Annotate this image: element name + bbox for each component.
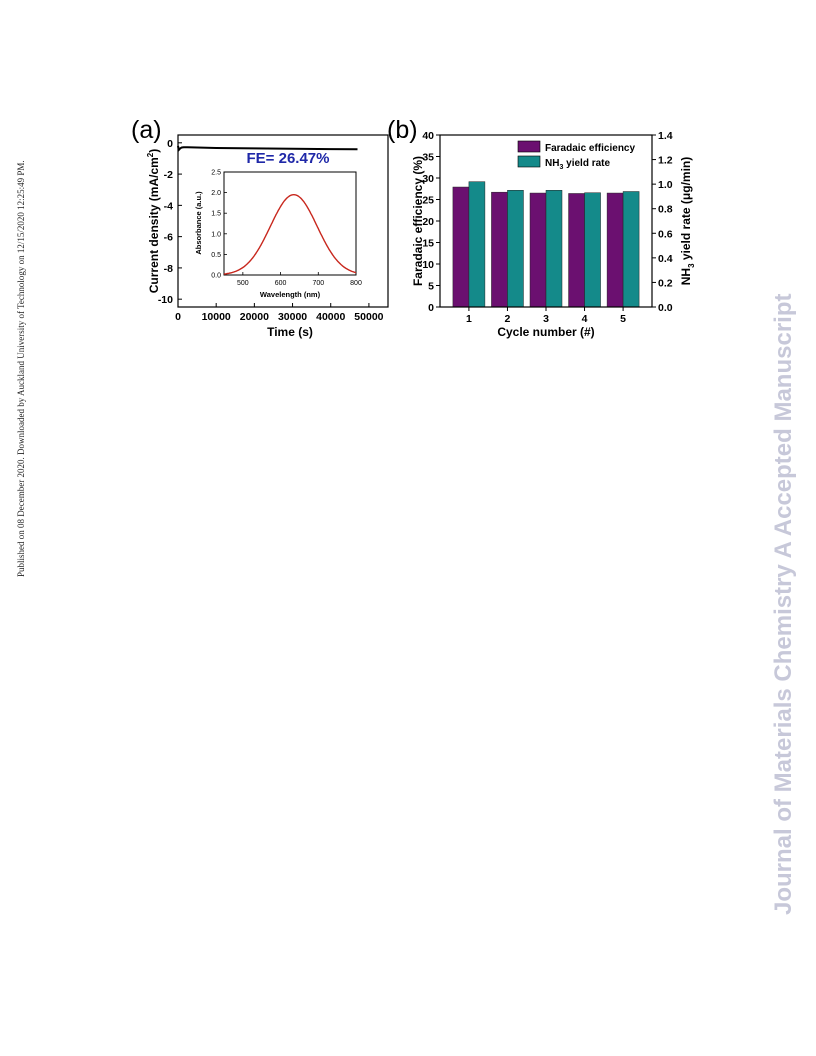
panel-b-x-tick-label: 2 [505,313,511,325]
panel-a-x-axis-label: Time (s) [267,325,313,339]
panel-a-y-tick-label: -4 [164,200,173,212]
panel-a-label: (a) [131,116,162,144]
inset-y-tick-label: 0.0 [211,273,221,280]
panel-b-y2-ticks: 0.0 0.2 0.4 0.6 0.8 1.0 1.2 1.4 [652,130,673,314]
panel-a-y-axis-label: Current density (mA/cm2) [146,149,161,293]
bar-faradaic-1 [452,186,470,308]
panel-a-x-tick-label: 40000 [316,311,345,323]
panel-b-y-axis-label: Faradaic efficiency (%) [411,156,425,286]
inset-y-tick-label: 2.5 [211,170,221,177]
panel-b-y-tick-label: 0 [428,302,434,314]
bar-nh3-1 [468,181,486,308]
panel-b-x-tick-label: 3 [543,313,549,325]
panel-b-x-tick-label: 4 [582,313,588,325]
panel-b-x-axis-label: Cycle number (#) [497,325,594,339]
current-density-curve [177,145,358,153]
panel-a-y-tick-label: 0 [167,138,173,150]
panel-b-y2-tick-label: 0.8 [658,204,673,216]
panel-a-plot-frame [177,134,389,308]
inset-x-tick-label: 500 [237,280,249,287]
panel-a-y-tick-label: -10 [158,294,173,306]
panel-b-y2-axis-label: NH3 yield rate (μg/min) [679,157,696,286]
inset-x-tick-label: 700 [312,280,324,287]
panel-b-y2-tick-label: 0.4 [658,253,673,265]
panel-b-y-tick-label: 40 [422,130,434,142]
bar-nh3-5 [622,191,640,308]
panel-a-y-tick-label: -2 [164,169,173,181]
panel-a-x-tick-label: 10000 [202,311,231,323]
panel-b-y-ticks: 0 5 10 15 20 25 30 35 40 [422,130,440,314]
inset-y-ticks: 0.0 0.5 1.0 1.5 2.0 2.5 [211,170,227,280]
panel-a-x-ticks: 0 10000 20000 30000 40000 50000 [175,303,384,323]
panel-a-x-tick-label: 50000 [354,311,383,323]
panel-b-x-ticks: 1 2 3 4 5 [466,307,626,325]
panel-a-y-tick-label: -6 [164,232,173,244]
panel-b-x-tick-label: 1 [466,313,472,325]
panel-b-x-tick-label: 5 [620,313,626,325]
panel-b-y-tick-label: 35 [422,152,434,164]
bar-faradaic-3 [529,192,547,308]
panel-b-bars [452,181,640,308]
inset-y-axis-label: Absorbance (a.u.) [194,191,203,255]
inset-x-ticks: 500 600 700 800 [237,272,362,287]
panel-a-y-tick-label: -8 [164,263,173,275]
legend-swatch-faradaic [517,140,541,153]
bar-nh3-3 [545,190,563,308]
bar-faradaic-4 [568,193,585,308]
inset-y-tick-label: 1.5 [211,211,221,218]
fe-annotation: FE= 26.47% [247,150,330,167]
absorbance-curve [223,194,357,275]
panel-b-y-tick-label: 15 [422,238,434,250]
panel-b-y2-tick-label: 0.6 [658,228,673,240]
panel-a-inset: 500 600 700 800 0.0 0.5 1.0 1.5 2.0 2.5 Waveleng… [194,170,362,300]
panel-a-x-tick-label: 30000 [278,311,307,323]
legend-swatch-nh3 [517,155,541,168]
panel-b-y-tick-label: 10 [422,259,434,271]
panel-b-legend: Faradaic efficiency NH3 yield rate [517,140,635,171]
legend-label-nh3: NH3 yield rate [545,158,610,171]
panel-b-y2-tick-label: 0.0 [658,302,673,314]
panel-a-x-tick-label: 0 [175,311,181,323]
bar-nh3-4 [584,192,601,308]
panel-b-y-tick-label: 25 [422,195,434,207]
legend-label-faradaic: Faradaic efficiency [545,143,635,154]
panel-b-y-tick-label: 20 [422,216,434,228]
panel-b-y2-tick-label: 0.2 [658,277,673,289]
bar-faradaic-2 [491,191,508,308]
panel-a-y-ticks: 0 -2 -4 -6 -8 -10 [158,138,182,306]
inset-y-tick-label: 0.5 [211,252,221,259]
inset-y-tick-label: 1.0 [211,231,221,238]
panel-b-label: (b) [387,116,418,144]
inset-y-tick-label: 2.0 [211,190,221,197]
bar-faradaic-5 [606,192,624,308]
panel-a: (a) 0 10000 20000 30000 40000 50000 0 -2 -4 -6 -8… [131,116,389,339]
panel-b-y2-tick-label: 1.4 [658,130,673,142]
bar-nh3-2 [507,190,524,308]
panel-a-x-tick-label: 20000 [240,311,269,323]
panel-b-y2-tick-label: 1.2 [658,155,673,167]
panel-b-y-tick-label: 30 [422,173,434,185]
panel-b-y-tick-label: 5 [428,281,434,293]
panel-b-y2-tick-label: 1.0 [658,179,673,191]
inset-x-tick-label: 800 [350,280,362,287]
inset-x-tick-label: 600 [275,280,287,287]
inset-x-axis-label: Wavelength (nm) [260,290,321,299]
